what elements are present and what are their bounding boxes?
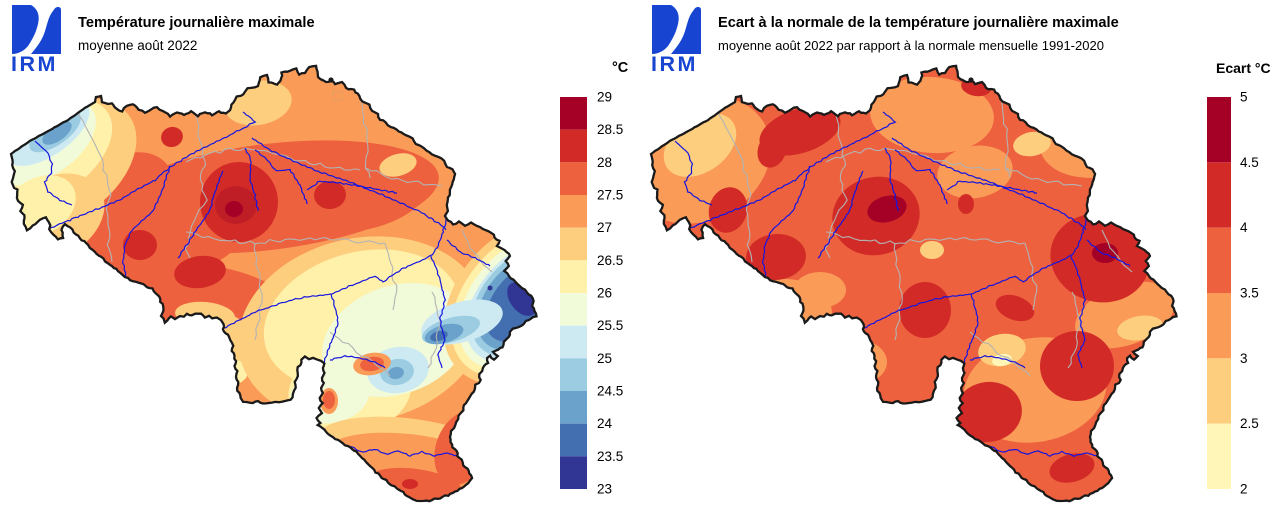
svg-text:23: 23 (597, 482, 612, 497)
svg-text:5: 5 (1240, 90, 1248, 105)
svg-text:23.5: 23.5 (597, 449, 623, 464)
svg-text:Ecart à la normale de la tempé: Ecart à la normale de la température jou… (718, 15, 1119, 31)
svg-text:3: 3 (1240, 351, 1248, 366)
svg-text:moyenne août 2022: moyenne août 2022 (78, 38, 197, 53)
svg-text:28.5: 28.5 (597, 122, 623, 137)
svg-text:24.5: 24.5 (597, 384, 623, 399)
svg-text:IRM: IRM (651, 52, 698, 76)
svg-text:Ecart °C: Ecart °C (1216, 60, 1271, 76)
svg-text:25.5: 25.5 (597, 318, 623, 333)
svg-text:24: 24 (597, 416, 613, 431)
svg-text:27.5: 27.5 (597, 188, 623, 203)
svg-text:2: 2 (1240, 482, 1248, 497)
svg-text:IRM: IRM (11, 52, 58, 76)
svg-text:Température journalière maxima: Température journalière maximale (78, 15, 315, 31)
svg-text:°C: °C (612, 60, 629, 76)
svg-text:4: 4 (1240, 220, 1248, 235)
svg-text:4.5: 4.5 (1240, 155, 1259, 170)
svg-text:26: 26 (597, 286, 612, 301)
svg-text:moyenne août 2022 par rapport: moyenne août 2022 par rapport à la norma… (718, 38, 1104, 53)
svg-text:2.5: 2.5 (1240, 416, 1259, 431)
svg-text:27: 27 (597, 220, 612, 235)
svg-text:26.5: 26.5 (597, 253, 623, 268)
svg-text:29: 29 (597, 90, 612, 105)
svg-text:28: 28 (597, 155, 612, 170)
svg-text:25: 25 (597, 351, 612, 366)
svg-text:3.5: 3.5 (1240, 286, 1259, 301)
